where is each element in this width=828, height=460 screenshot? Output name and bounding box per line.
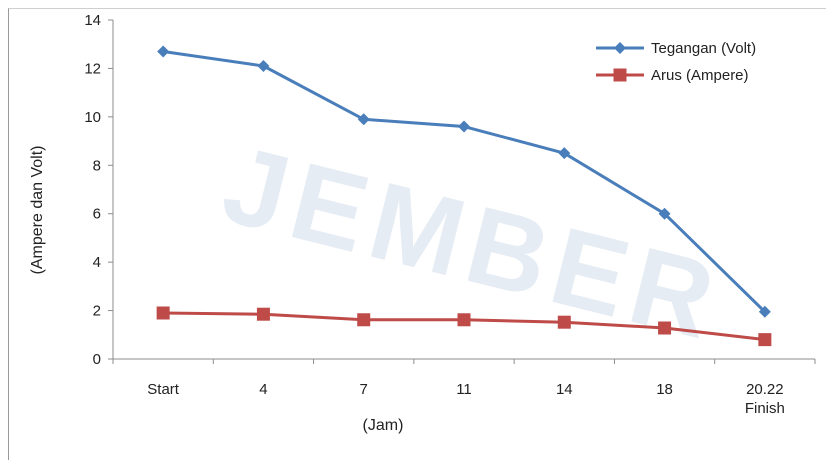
x-tick-label: 18	[656, 381, 673, 398]
legend-marker-tegangan	[614, 42, 626, 54]
x-tick-label: 4	[259, 381, 267, 398]
data-point-tegangan	[758, 305, 771, 318]
y-tick-label: 12	[84, 60, 101, 77]
x-tick-label: Finish	[745, 400, 785, 417]
series-group	[156, 45, 772, 347]
data-point-arus	[758, 333, 772, 347]
y-tick-label: 8	[93, 157, 101, 174]
legend-label-arus: Arus (Ampere)	[651, 67, 749, 84]
data-point-arus	[156, 306, 170, 320]
data-point-arus	[357, 313, 371, 327]
x-axis-title: (Jam)	[363, 417, 404, 434]
legend-marker-arus	[613, 68, 627, 82]
y-tick-label: 14	[84, 12, 101, 29]
data-point-arus	[457, 313, 471, 327]
data-point-tegangan	[558, 147, 571, 160]
data-point-tegangan	[157, 45, 170, 58]
data-point-tegangan	[658, 207, 671, 220]
y-axis-title: (Ampere dan Volt)	[29, 146, 46, 275]
data-point-arus	[557, 315, 571, 329]
x-tick-label: 14	[556, 381, 573, 398]
axes	[108, 19, 816, 364]
chart-frame	[8, 8, 826, 460]
y-tick-label: 2	[93, 303, 101, 320]
legend-label-tegangan: Tegangan (Volt)	[651, 40, 756, 57]
x-tick-label: Start	[147, 381, 180, 398]
data-point-arus	[658, 321, 672, 335]
y-tick-label: 10	[84, 109, 101, 126]
data-point-tegangan	[257, 60, 270, 73]
data-point-tegangan	[357, 113, 370, 126]
x-tick-label: 7	[360, 381, 368, 398]
y-tick-label: 4	[93, 254, 101, 271]
legend: Tegangan (Volt) Arus (Ampere)	[596, 40, 756, 84]
x-tick-labels: Start 4 7 11 14 18 20.22 Finish	[147, 381, 785, 417]
x-tick-label: 20.22	[746, 381, 784, 398]
y-tick-label: 6	[93, 206, 101, 223]
y-tick-label: 0	[93, 351, 101, 368]
x-tick-label: 11	[456, 381, 472, 398]
data-point-arus	[256, 307, 270, 321]
data-point-tegangan	[458, 120, 470, 133]
y-tick-labels: 0 2 4 6 8 10 12 14	[84, 12, 101, 368]
